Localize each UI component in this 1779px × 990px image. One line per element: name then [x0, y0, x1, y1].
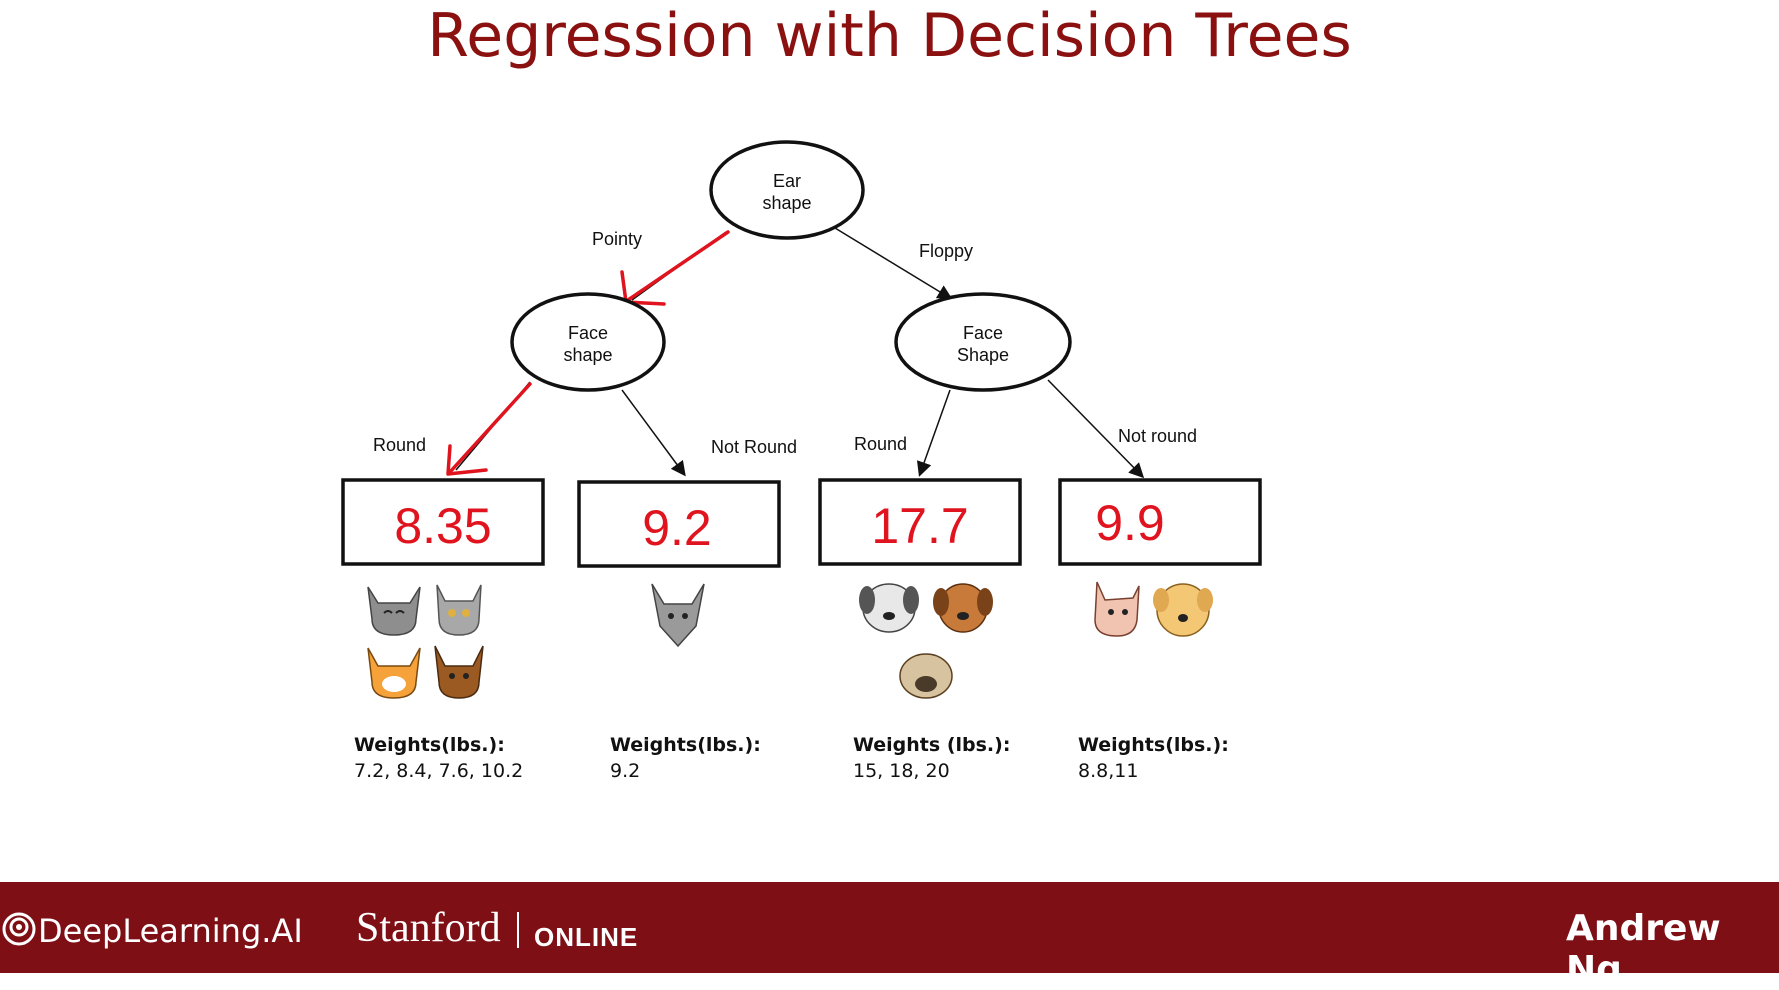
weights-values: 15, 18, 20: [853, 760, 950, 782]
left-node-label-2: shape: [563, 345, 612, 365]
right-node-label-1: Face: [963, 323, 1003, 343]
leaf-prediction-1: 8.35: [394, 498, 491, 554]
brown-dog-icon: [933, 583, 993, 633]
leaf-1-animals: [367, 584, 484, 699]
root-node-label-2: shape: [762, 193, 811, 213]
tan-dog-icon: [1153, 583, 1213, 637]
weights-label: Weights(lbs.):: [354, 734, 505, 756]
edge-floppy: [834, 227, 953, 300]
pug-dog-icon: [899, 653, 953, 699]
edge-label-right-round: Round: [854, 434, 907, 454]
edge-right-not-round: [1047, 379, 1145, 479]
node-face-shape-right: Face Shape: [894, 292, 1072, 392]
gray-cat-icon: [651, 583, 705, 648]
leaf-4-animals: [1094, 581, 1213, 637]
instructor-name: Andrew Ng: [1566, 908, 1721, 990]
weights-values: 8.8,11: [1078, 760, 1139, 782]
edge-label-left-round: Round: [373, 435, 426, 455]
footer-bar: DeepLearning.AI Stanford ONLINE Andrew N…: [0, 882, 1779, 990]
weights-label: Weights(lbs.):: [610, 734, 761, 756]
edge-left-not-round: [621, 389, 686, 477]
edge-label-right-not-round: Not round: [1118, 426, 1197, 446]
weights-label: Weights(lbs.):: [1078, 734, 1229, 756]
brown-cat-icon: [434, 645, 484, 699]
weights-values: 7.2, 8.4, 7.6, 10.2: [354, 760, 524, 782]
leaf-prediction-4: 9.9: [1095, 495, 1165, 551]
online-wordmark: ONLINE: [534, 922, 639, 952]
node-face-shape-left: Face shape: [510, 292, 666, 392]
left-node-label-1: Face: [568, 323, 608, 343]
leaf-box-3: 17.7: [818, 478, 1022, 566]
right-node-label-2: Shape: [957, 345, 1009, 365]
leaf-1-weights: Weights(lbs.): 7.2, 8.4, 7.6, 10.2: [354, 732, 523, 784]
leaf-box-4: 9.9: [1058, 478, 1262, 566]
leaf-3-weights: Weights (lbs.): 15, 18, 20: [853, 732, 1010, 784]
root-node-ear-shape: Ear shape: [709, 140, 865, 240]
gray-cat-icon: [367, 586, 421, 636]
weights-values: 9.2: [610, 760, 641, 782]
orange-cat-icon: [367, 647, 421, 699]
leaf-2-animals: [651, 583, 705, 648]
leaf-box-2: 9.2: [577, 480, 781, 568]
edge-label-left-not-round: Not Round: [711, 437, 797, 457]
leaf-box-1: 8.35: [341, 478, 545, 566]
deeplearning-wordmark: DeepLearning.AI: [38, 912, 303, 950]
root-node-label-1: Ear: [773, 171, 801, 191]
slide-title: Regression with Decision Trees: [427, 1, 1352, 71]
white-dog-icon: [859, 583, 919, 633]
edge-label-pointy: Pointy: [592, 229, 642, 249]
edge-right-round: [916, 389, 951, 477]
leaf-prediction-2: 9.2: [642, 500, 712, 556]
weights-label: Weights (lbs.):: [853, 734, 1011, 756]
leaf-3-animals: [859, 583, 993, 699]
gray-cat-icon: [436, 584, 482, 636]
stanford-wordmark: Stanford: [356, 905, 501, 951]
edge-label-floppy: Floppy: [919, 241, 973, 261]
deeplearning-logo-icon: [2, 912, 36, 946]
leaf-4-weights: Weights(lbs.): 8.8,11: [1078, 732, 1229, 784]
highlight-path-arrow: [446, 230, 730, 476]
brand-divider: [517, 912, 519, 948]
leaf-2-weights: Weights(lbs.): 9.2: [610, 732, 761, 784]
leaf-prediction-3: 17.7: [871, 498, 968, 554]
pink-cat-icon: [1094, 581, 1140, 637]
